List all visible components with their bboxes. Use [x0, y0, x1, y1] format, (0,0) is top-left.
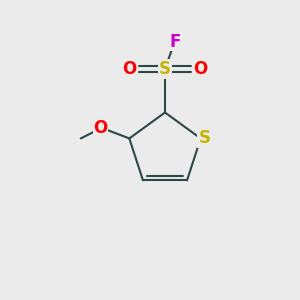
- Text: F: F: [170, 33, 181, 51]
- Text: S: S: [159, 60, 171, 78]
- Text: O: O: [193, 60, 208, 78]
- Text: O: O: [93, 119, 107, 137]
- Text: S: S: [198, 129, 210, 147]
- Text: O: O: [122, 60, 137, 78]
